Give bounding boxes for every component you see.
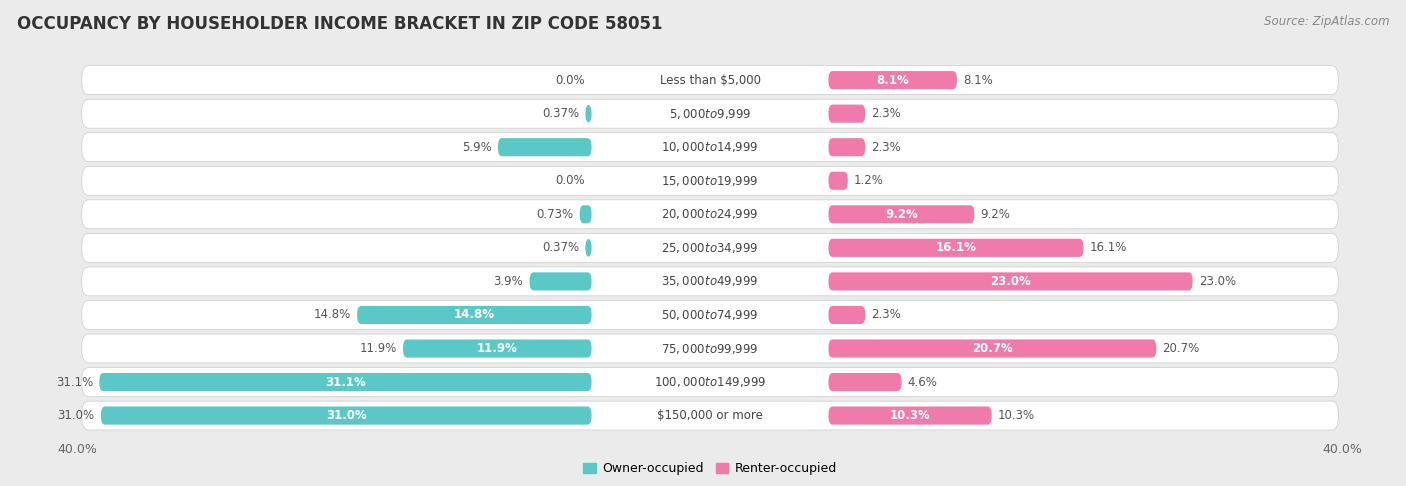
- Text: 4.6%: 4.6%: [908, 376, 938, 388]
- Text: 0.0%: 0.0%: [555, 73, 585, 87]
- FancyBboxPatch shape: [579, 205, 592, 224]
- Text: $100,000 to $149,999: $100,000 to $149,999: [654, 375, 766, 389]
- FancyBboxPatch shape: [585, 239, 592, 257]
- Text: $75,000 to $99,999: $75,000 to $99,999: [661, 342, 759, 355]
- Text: 0.37%: 0.37%: [543, 107, 579, 120]
- Text: $50,000 to $74,999: $50,000 to $74,999: [661, 308, 759, 322]
- FancyBboxPatch shape: [82, 300, 1339, 330]
- Text: 14.8%: 14.8%: [454, 309, 495, 321]
- FancyBboxPatch shape: [828, 339, 1156, 358]
- Text: 8.1%: 8.1%: [876, 73, 910, 87]
- FancyBboxPatch shape: [82, 166, 1339, 195]
- Text: $5,000 to $9,999: $5,000 to $9,999: [669, 106, 751, 121]
- FancyBboxPatch shape: [82, 66, 1339, 95]
- FancyBboxPatch shape: [828, 71, 957, 89]
- FancyBboxPatch shape: [404, 339, 592, 358]
- Text: 10.3%: 10.3%: [998, 409, 1035, 422]
- FancyBboxPatch shape: [82, 267, 1339, 296]
- FancyBboxPatch shape: [101, 406, 592, 425]
- Text: 5.9%: 5.9%: [463, 141, 492, 154]
- FancyBboxPatch shape: [82, 367, 1339, 397]
- FancyBboxPatch shape: [357, 306, 592, 324]
- FancyBboxPatch shape: [828, 406, 991, 425]
- Text: 9.2%: 9.2%: [884, 208, 918, 221]
- Text: 2.3%: 2.3%: [872, 309, 901, 321]
- Text: 9.2%: 9.2%: [980, 208, 1011, 221]
- Text: $20,000 to $24,999: $20,000 to $24,999: [661, 208, 759, 221]
- Text: 20.7%: 20.7%: [1163, 342, 1199, 355]
- FancyBboxPatch shape: [828, 272, 1192, 291]
- FancyBboxPatch shape: [828, 172, 848, 190]
- Text: 14.8%: 14.8%: [314, 309, 352, 321]
- Text: 8.1%: 8.1%: [963, 73, 993, 87]
- Text: 23.0%: 23.0%: [1199, 275, 1236, 288]
- Text: 10.3%: 10.3%: [890, 409, 931, 422]
- FancyBboxPatch shape: [82, 334, 1339, 363]
- Text: Source: ZipAtlas.com: Source: ZipAtlas.com: [1264, 15, 1389, 28]
- Text: 31.1%: 31.1%: [56, 376, 93, 388]
- Text: 2.3%: 2.3%: [872, 107, 901, 120]
- Legend: Owner-occupied, Renter-occupied: Owner-occupied, Renter-occupied: [578, 457, 842, 481]
- Text: 20.7%: 20.7%: [972, 342, 1012, 355]
- Text: Less than $5,000: Less than $5,000: [659, 73, 761, 87]
- FancyBboxPatch shape: [585, 104, 592, 123]
- FancyBboxPatch shape: [828, 239, 1084, 257]
- Text: $150,000 or more: $150,000 or more: [657, 409, 763, 422]
- Text: 16.1%: 16.1%: [1090, 242, 1128, 254]
- FancyBboxPatch shape: [828, 205, 974, 224]
- Text: $10,000 to $14,999: $10,000 to $14,999: [661, 140, 759, 154]
- FancyBboxPatch shape: [530, 272, 592, 291]
- Text: 31.1%: 31.1%: [325, 376, 366, 388]
- Text: OCCUPANCY BY HOUSEHOLDER INCOME BRACKET IN ZIP CODE 58051: OCCUPANCY BY HOUSEHOLDER INCOME BRACKET …: [17, 15, 662, 33]
- Text: 2.3%: 2.3%: [872, 141, 901, 154]
- Text: 31.0%: 31.0%: [326, 409, 367, 422]
- FancyBboxPatch shape: [828, 104, 865, 123]
- Text: 11.9%: 11.9%: [477, 342, 517, 355]
- Text: $15,000 to $19,999: $15,000 to $19,999: [661, 174, 759, 188]
- FancyBboxPatch shape: [82, 233, 1339, 262]
- Text: $25,000 to $34,999: $25,000 to $34,999: [661, 241, 759, 255]
- FancyBboxPatch shape: [828, 138, 865, 156]
- Text: 1.2%: 1.2%: [853, 174, 884, 187]
- Text: 0.73%: 0.73%: [537, 208, 574, 221]
- Text: 31.0%: 31.0%: [58, 409, 94, 422]
- FancyBboxPatch shape: [828, 306, 865, 324]
- FancyBboxPatch shape: [82, 99, 1339, 128]
- FancyBboxPatch shape: [828, 373, 901, 391]
- Text: $35,000 to $49,999: $35,000 to $49,999: [661, 275, 759, 288]
- FancyBboxPatch shape: [82, 133, 1339, 162]
- Text: 0.37%: 0.37%: [543, 242, 579, 254]
- FancyBboxPatch shape: [100, 373, 592, 391]
- FancyBboxPatch shape: [82, 401, 1339, 430]
- FancyBboxPatch shape: [82, 200, 1339, 229]
- Text: 0.0%: 0.0%: [555, 174, 585, 187]
- Text: 3.9%: 3.9%: [494, 275, 523, 288]
- Text: 11.9%: 11.9%: [360, 342, 396, 355]
- Text: 23.0%: 23.0%: [990, 275, 1031, 288]
- Text: 16.1%: 16.1%: [935, 242, 976, 254]
- FancyBboxPatch shape: [498, 138, 592, 156]
